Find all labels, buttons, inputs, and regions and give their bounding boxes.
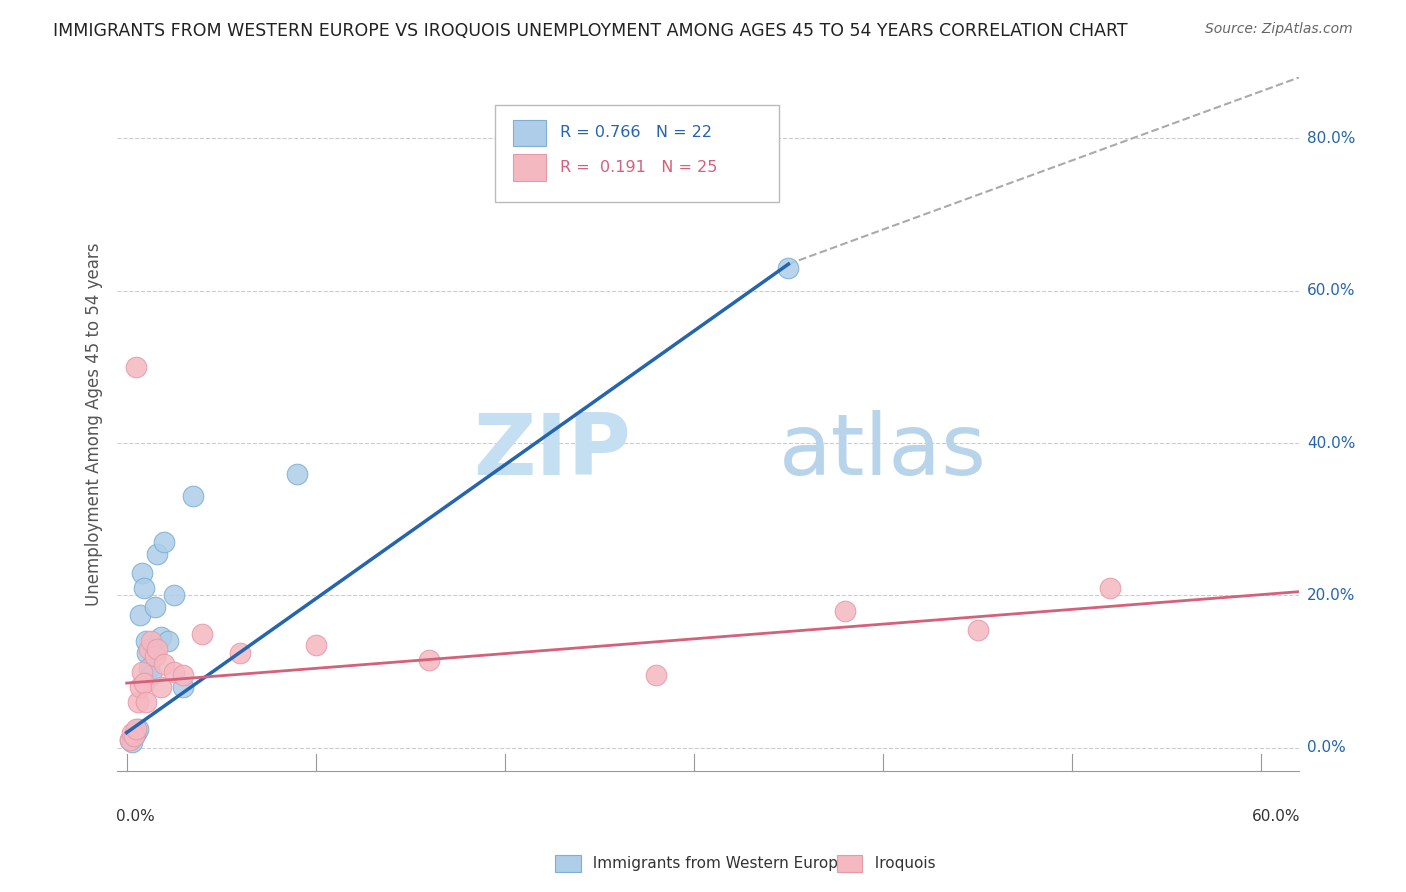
Point	[138, 641, 160, 656]
Text: R = 0.766   N = 22: R = 0.766 N = 22	[561, 126, 713, 140]
FancyBboxPatch shape	[513, 120, 546, 146]
Point	[163, 665, 186, 679]
Point	[285, 467, 308, 481]
Text: 80.0%: 80.0%	[1308, 131, 1355, 146]
Point	[125, 725, 148, 739]
Text: 0.0%: 0.0%	[117, 809, 155, 824]
Point	[149, 631, 172, 645]
Point	[132, 581, 155, 595]
Point	[122, 730, 145, 744]
Text: Source: ZipAtlas.com: Source: ZipAtlas.com	[1205, 22, 1353, 37]
Point	[157, 634, 180, 648]
Point	[181, 490, 204, 504]
Text: 40.0%: 40.0%	[1308, 435, 1355, 450]
Point	[645, 668, 668, 682]
Point	[121, 735, 143, 749]
Text: 60.0%: 60.0%	[1308, 284, 1355, 298]
Point	[966, 623, 988, 637]
Point	[146, 547, 169, 561]
Point	[778, 260, 800, 275]
Point	[1098, 581, 1121, 595]
Text: 0.0%: 0.0%	[1308, 740, 1346, 756]
Point	[131, 665, 153, 679]
Point	[122, 730, 145, 744]
Point	[120, 733, 142, 747]
Point	[146, 641, 169, 656]
Point	[191, 626, 214, 640]
Point	[131, 566, 153, 580]
Text: ZIP: ZIP	[474, 410, 631, 493]
Point	[138, 661, 160, 675]
Point	[141, 668, 163, 682]
Text: Immigrants from Western Europe: Immigrants from Western Europe	[583, 856, 848, 871]
Point	[229, 646, 252, 660]
Point	[127, 722, 149, 736]
FancyBboxPatch shape	[495, 105, 779, 202]
Text: 20.0%: 20.0%	[1308, 588, 1355, 603]
Point	[834, 604, 856, 618]
Point	[121, 725, 143, 739]
Text: IMMIGRANTS FROM WESTERN EUROPE VS IROQUOIS UNEMPLOYMENT AMONG AGES 45 TO 54 YEAR: IMMIGRANTS FROM WESTERN EUROPE VS IROQUO…	[53, 22, 1128, 40]
Point	[128, 607, 150, 622]
Point	[172, 680, 194, 694]
Point	[143, 649, 166, 664]
Text: Iroquois: Iroquois	[865, 856, 935, 871]
Point	[127, 695, 149, 709]
Point	[120, 733, 142, 747]
Point	[172, 668, 194, 682]
Y-axis label: Unemployment Among Ages 45 to 54 years: Unemployment Among Ages 45 to 54 years	[86, 243, 103, 606]
Text: R =  0.191   N = 25: R = 0.191 N = 25	[561, 160, 717, 175]
Point	[149, 680, 172, 694]
Text: atlas: atlas	[779, 410, 987, 493]
Point	[305, 638, 328, 652]
Point	[153, 535, 176, 549]
Point	[418, 653, 440, 667]
Point	[141, 634, 163, 648]
Point	[135, 695, 157, 709]
Point	[143, 599, 166, 614]
FancyBboxPatch shape	[513, 154, 546, 181]
Point	[135, 634, 157, 648]
Text: 60.0%: 60.0%	[1251, 809, 1301, 824]
Point	[163, 589, 186, 603]
Point	[132, 676, 155, 690]
Point	[136, 646, 159, 660]
Point	[125, 722, 148, 736]
Point	[128, 680, 150, 694]
Point	[125, 359, 148, 374]
Point	[153, 657, 176, 671]
